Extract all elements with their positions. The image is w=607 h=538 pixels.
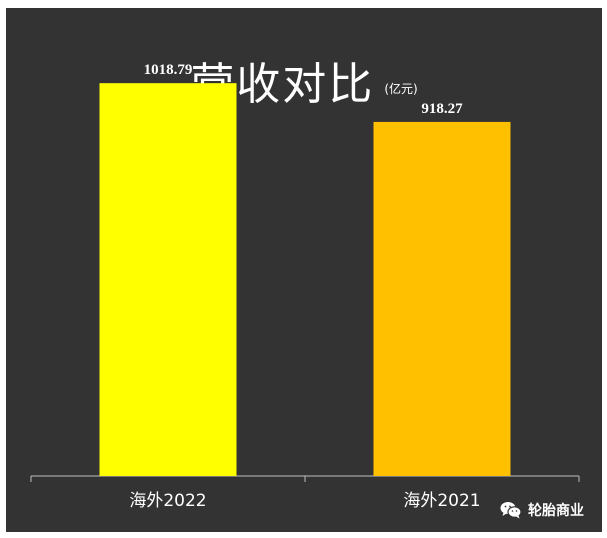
category-label-1: 海外2022: [129, 491, 206, 511]
bar-2: [373, 121, 511, 477]
chart-frame: 营收对比 (亿元) 1018.79 海外2022 918.27 海外2021 轮胎商业: [6, 8, 602, 532]
bar-1: [99, 83, 237, 477]
value-label-2: 918.27: [421, 101, 463, 117]
wechat-icon: [500, 501, 522, 519]
bar-chart: 1018.79 海外2022 918.27 海外2021: [30, 62, 580, 511]
watermark-text: 轮胎商业: [528, 503, 584, 519]
chart-unit: (亿元): [384, 82, 418, 96]
watermark: 轮胎商业: [500, 500, 584, 520]
category-label-2: 海外2021: [403, 491, 480, 511]
value-label-1: 1018.79: [144, 62, 193, 78]
